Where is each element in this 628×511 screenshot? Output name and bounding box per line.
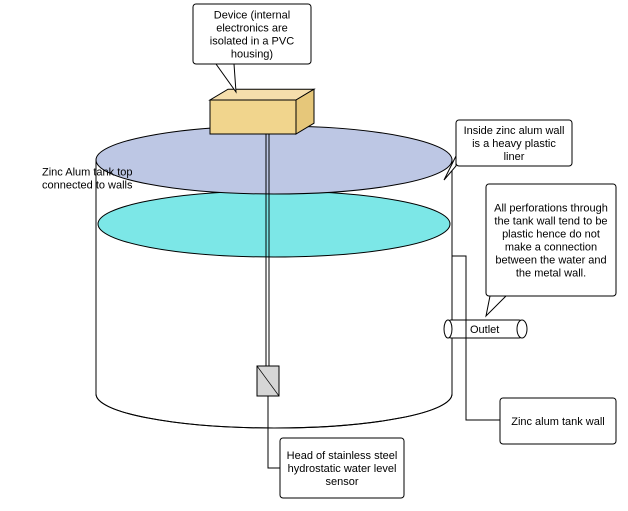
outlet-label: Outlet [470, 324, 499, 336]
outlet-pipe-end [517, 320, 527, 338]
callout-perforations-pointer [486, 296, 506, 316]
tank-water-surface [98, 191, 450, 257]
tank-top [96, 126, 452, 194]
device-front-face [210, 100, 296, 134]
callout-device-pointer [216, 64, 236, 92]
callout-wall-text: Zinc alum tank wall [511, 416, 605, 428]
side-text: Zinc Alum tank topconnected to walls [42, 166, 133, 191]
outlet-pipe-start [444, 320, 452, 338]
